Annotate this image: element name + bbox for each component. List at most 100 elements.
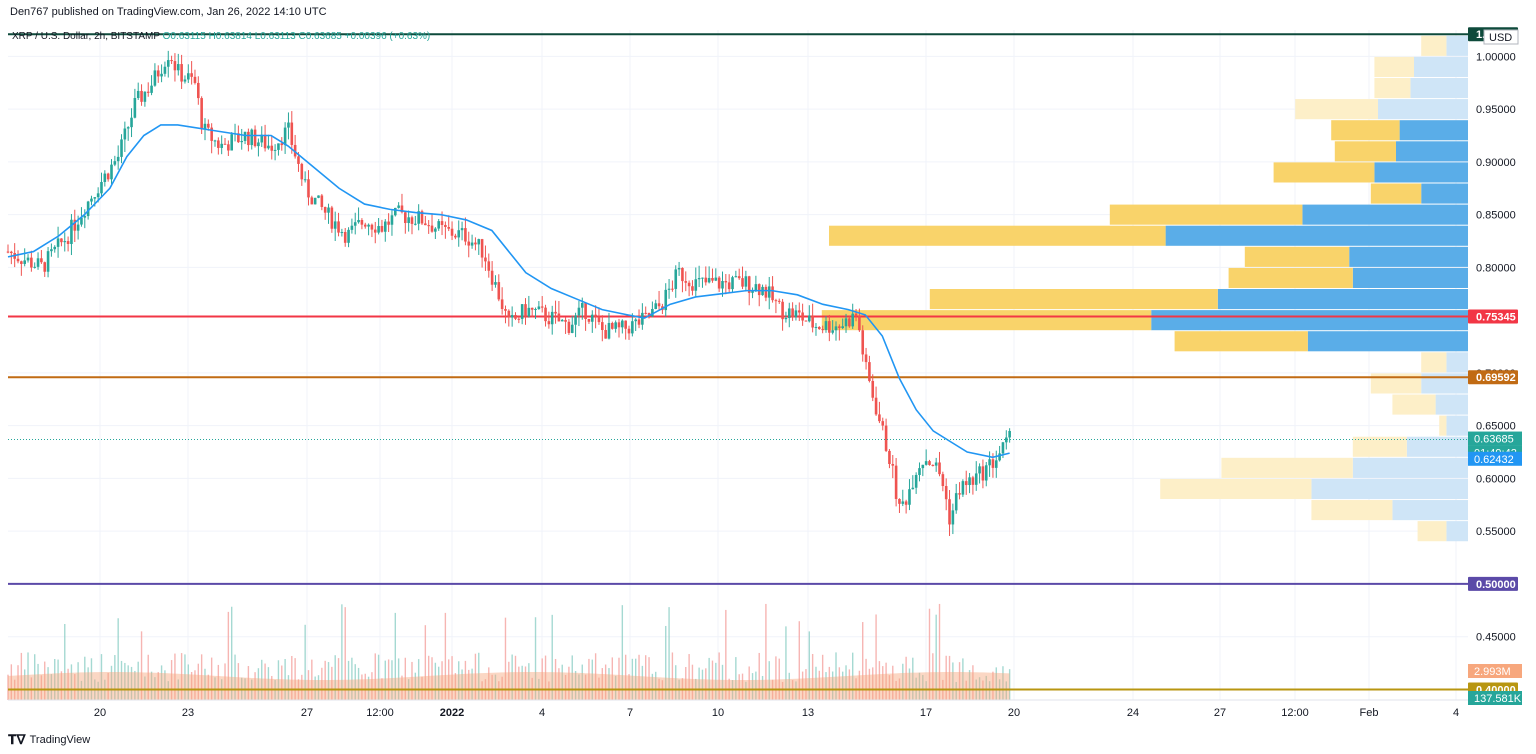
candle-body xyxy=(454,235,457,238)
volume-profile-down xyxy=(829,225,1166,246)
candle-body xyxy=(424,223,427,226)
candle-body xyxy=(1001,442,1005,454)
volume-profile-up xyxy=(1307,331,1468,352)
candle-body xyxy=(277,143,280,150)
candle-body xyxy=(964,481,968,486)
candle-body xyxy=(414,223,417,225)
candle-body xyxy=(43,262,47,272)
price-axis: 1.000000.950000.900000.850000.800000.700… xyxy=(1468,27,1522,705)
candle-body xyxy=(50,249,53,252)
currency-box xyxy=(1483,29,1519,45)
candle-body xyxy=(974,473,978,485)
volume-profile-up xyxy=(1396,141,1468,162)
candle-body xyxy=(313,197,317,205)
candle-body xyxy=(771,286,774,301)
brand-name: TradingView xyxy=(29,734,91,746)
price-badge-text: 2.993M xyxy=(1474,666,1511,678)
candle-body xyxy=(383,221,387,232)
volume-profile-down xyxy=(1228,267,1353,289)
candle-body xyxy=(337,221,340,233)
volume-profile-up xyxy=(1410,77,1468,99)
candle-body xyxy=(507,310,511,318)
candle-body xyxy=(193,76,197,83)
time-tick-label: 23 xyxy=(182,707,194,719)
candle-body xyxy=(96,193,100,198)
candle-body xyxy=(287,122,290,128)
candle-body xyxy=(310,197,314,205)
volume-profile-up xyxy=(1414,56,1468,77)
candle-body xyxy=(280,143,284,146)
candle-body xyxy=(467,241,471,246)
footer-brand[interactable]: 𝐓∇ TradingView xyxy=(8,732,90,748)
candle-body xyxy=(243,131,247,141)
candle-body xyxy=(577,307,581,316)
candle-body xyxy=(590,314,594,322)
candle-body xyxy=(430,225,434,232)
candle-body xyxy=(557,313,561,322)
candle-body xyxy=(891,463,895,466)
volume-profile-up xyxy=(1151,310,1468,331)
volume-profile-down xyxy=(1331,120,1400,141)
time-tick-label: 27 xyxy=(301,707,313,719)
candle-body xyxy=(514,315,517,319)
volume-profile-down xyxy=(1374,77,1411,99)
candle-body xyxy=(83,216,87,218)
candle-body xyxy=(203,123,207,130)
volume-profile-down xyxy=(1421,352,1447,373)
volume-profile-down xyxy=(1295,99,1378,120)
candle-body xyxy=(86,201,90,217)
candle-body xyxy=(651,308,654,317)
time-tick-label: 7 xyxy=(627,707,633,719)
candle-body xyxy=(580,303,584,308)
candle-body xyxy=(33,266,37,268)
candle-body xyxy=(901,501,905,504)
candle-body xyxy=(550,311,554,325)
time-tick-label: 10 xyxy=(712,707,724,719)
candle-body xyxy=(420,211,424,224)
candle-body xyxy=(440,221,444,225)
candle-body xyxy=(213,140,217,142)
time-tick-label: 12:00 xyxy=(1281,707,1309,719)
volume-profile-up xyxy=(1435,394,1468,415)
candle-body xyxy=(971,477,975,485)
candle-body xyxy=(510,315,514,318)
candle-body xyxy=(30,257,33,268)
candle-body xyxy=(333,221,337,229)
volume-profile-down xyxy=(1370,183,1422,204)
time-tick-label: 20 xyxy=(94,707,106,719)
level-price-text: 0.69592 xyxy=(1476,372,1516,384)
candle-body xyxy=(297,156,300,164)
candle-body xyxy=(998,453,1001,461)
volume-profile-up xyxy=(1217,289,1468,310)
candle-body xyxy=(257,142,260,147)
candle-body xyxy=(814,326,818,328)
volume-profile xyxy=(821,35,1468,542)
candle-body xyxy=(574,315,577,325)
candle-body xyxy=(317,195,320,198)
candle-body xyxy=(848,318,851,327)
candle-body xyxy=(106,173,110,180)
candle-body xyxy=(330,207,334,229)
candle-body xyxy=(707,277,711,283)
candle-body xyxy=(350,225,354,230)
volume-profile-down xyxy=(1439,415,1447,436)
candle-body xyxy=(611,322,614,329)
candle-body xyxy=(978,466,981,474)
candle-body xyxy=(470,242,474,246)
candle-body xyxy=(884,425,888,451)
candle-body xyxy=(173,61,177,71)
price-tick-label: 0.90000 xyxy=(1476,157,1516,169)
candle-body xyxy=(841,326,844,329)
candle-body xyxy=(207,123,210,128)
candle-body xyxy=(948,499,951,525)
candle-body xyxy=(387,221,390,225)
candle-body xyxy=(691,286,694,291)
candle-body xyxy=(303,179,307,181)
volume-profile-up xyxy=(1446,415,1468,436)
candle-body xyxy=(584,303,587,320)
candle-body xyxy=(6,251,10,253)
currency-label: USD xyxy=(1489,32,1512,44)
candle-body xyxy=(480,239,484,258)
candle-body xyxy=(40,258,43,263)
